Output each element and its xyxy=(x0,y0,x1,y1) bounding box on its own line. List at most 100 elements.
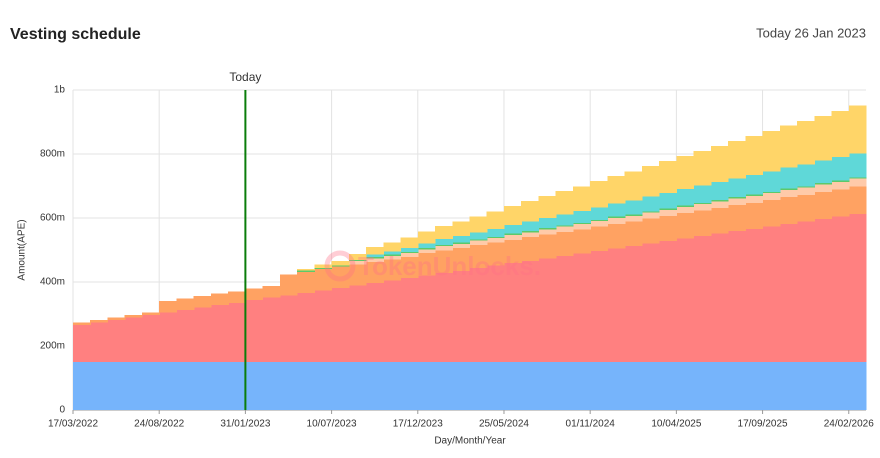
area-step xyxy=(659,193,677,209)
area-step xyxy=(641,166,660,197)
area-step xyxy=(728,198,746,206)
area-step xyxy=(383,255,402,260)
area-step xyxy=(400,278,419,362)
area-step xyxy=(848,177,867,179)
area-step xyxy=(279,362,298,410)
area-step xyxy=(348,261,367,265)
area-step xyxy=(262,362,281,410)
area-step xyxy=(193,307,212,362)
area-step xyxy=(366,257,384,259)
area-step xyxy=(779,167,798,189)
area-step xyxy=(762,200,781,227)
area-step xyxy=(831,216,850,362)
area-step xyxy=(314,264,333,268)
area-step xyxy=(848,178,867,187)
area-step xyxy=(521,237,540,261)
area-step xyxy=(503,206,522,226)
y-tick-label: 0 xyxy=(59,405,65,416)
area-step xyxy=(848,213,867,362)
area-step xyxy=(331,362,350,410)
area-step xyxy=(417,249,436,254)
area-step xyxy=(710,233,729,362)
area-step xyxy=(590,362,609,410)
x-tick-label: 10/07/2023 xyxy=(307,419,357,430)
area-step xyxy=(417,362,436,410)
area-step xyxy=(435,273,453,362)
x-tick-label: 31/01/2023 xyxy=(220,419,270,430)
area-step xyxy=(521,232,540,238)
area-step xyxy=(693,150,712,186)
y-tick-label: 200m xyxy=(40,341,65,352)
watermark: TokenUnlocks. xyxy=(358,251,541,281)
area-step xyxy=(124,317,143,362)
area-step xyxy=(366,258,384,262)
area-step xyxy=(176,310,195,362)
area-step xyxy=(400,247,419,252)
area-step xyxy=(159,362,178,410)
area-step xyxy=(417,253,436,276)
area-step xyxy=(90,322,109,362)
area-step xyxy=(435,250,453,274)
area-step xyxy=(417,248,436,250)
area-step xyxy=(710,201,729,209)
area-step xyxy=(262,297,281,362)
area-step xyxy=(400,237,419,248)
x-tick-label: 24/08/2022 xyxy=(134,419,184,430)
area-step xyxy=(417,231,436,244)
area-step xyxy=(797,194,815,222)
area-step xyxy=(348,259,367,262)
area-step xyxy=(245,300,264,362)
area-step xyxy=(176,362,195,410)
area-step xyxy=(624,171,643,201)
area-step xyxy=(641,362,660,410)
area-step xyxy=(279,295,298,362)
area-step xyxy=(572,224,591,230)
area-step xyxy=(486,362,505,410)
area-step xyxy=(572,222,591,225)
area-step xyxy=(710,182,729,201)
area-step xyxy=(590,226,609,251)
area-step xyxy=(538,258,557,362)
x-tick-label: 10/04/2025 xyxy=(651,419,701,430)
x-tick-label: 25/05/2024 xyxy=(479,419,529,430)
area-step xyxy=(417,243,436,249)
area-step xyxy=(831,181,850,190)
area-step xyxy=(538,228,557,230)
area-step xyxy=(503,239,522,264)
area-step xyxy=(124,314,143,318)
chart-title: Vesting schedule xyxy=(10,26,141,43)
area-step xyxy=(348,362,367,410)
area-step xyxy=(245,288,264,301)
area-step xyxy=(486,242,505,266)
area-step xyxy=(797,187,815,195)
area-step xyxy=(400,257,419,279)
area-step xyxy=(469,216,488,233)
area-step xyxy=(659,210,677,217)
area-step xyxy=(676,189,695,206)
area-step xyxy=(728,362,746,410)
area-step xyxy=(521,221,540,232)
area-step xyxy=(400,362,419,410)
area-step xyxy=(366,261,384,283)
area-step xyxy=(538,362,557,410)
area-step xyxy=(590,221,609,227)
area-step xyxy=(676,206,695,214)
area-step xyxy=(486,238,505,243)
area-step xyxy=(693,185,712,203)
area-step xyxy=(572,229,591,254)
area-step xyxy=(676,155,695,190)
area-step xyxy=(624,215,643,222)
area-step xyxy=(624,362,643,410)
area-step xyxy=(814,160,833,184)
area-step xyxy=(486,236,505,239)
area-step xyxy=(279,274,298,296)
area-step xyxy=(814,184,833,193)
area-step xyxy=(641,196,660,212)
area-step xyxy=(314,267,333,270)
area-step xyxy=(210,305,229,362)
areas xyxy=(73,105,867,410)
area-step xyxy=(745,194,764,196)
area-step xyxy=(366,362,384,410)
area-step xyxy=(779,223,798,362)
